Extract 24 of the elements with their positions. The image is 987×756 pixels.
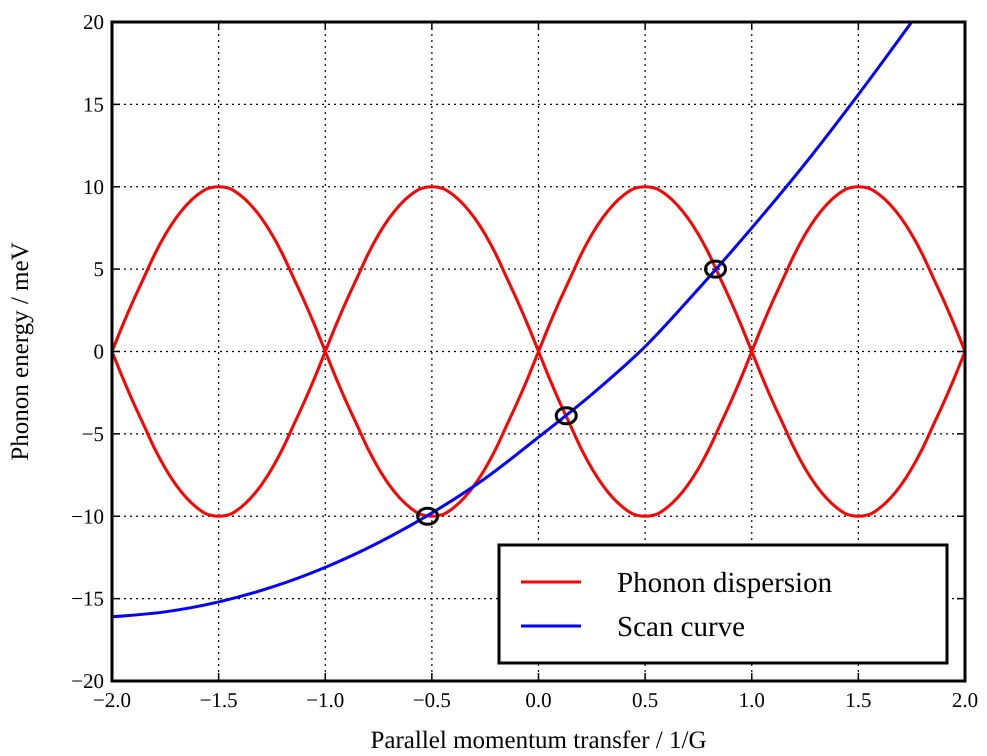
line-series [112,22,914,618]
x-tick-label: 1.5 [845,688,872,712]
x-tick-label: −1.0 [306,688,344,712]
legend-label: Phonon dispersion [617,567,833,599]
y-tick-label: 10 [83,174,104,199]
point [416,506,440,526]
y-tick-label: −5 [82,422,104,446]
y-tick-label: 20 [83,10,104,34]
y-tick-label: −10 [71,504,104,528]
y-tick-label: 5 [94,257,104,282]
point [704,260,727,279]
x-tick-label: 2.0 [952,688,978,712]
y-tick-label: −15 [71,586,104,611]
point [554,406,578,426]
x-tick-label: 1.0 [738,688,765,712]
y-tick-label: 0 [94,340,104,364]
y-tick-label: 15 [83,92,104,116]
legend-label: Scan curve [617,611,746,643]
x-tick-label: 0.5 [632,688,658,712]
x-axis-title: Parallel momentum transfer / 1/G [370,727,707,754]
x-tick-label: −1.5 [200,688,238,712]
x-tick-label: −0.5 [412,688,451,712]
y-axis-title: Phonon energy / meV [7,242,34,461]
x-tick-label: 0.0 [525,688,552,712]
